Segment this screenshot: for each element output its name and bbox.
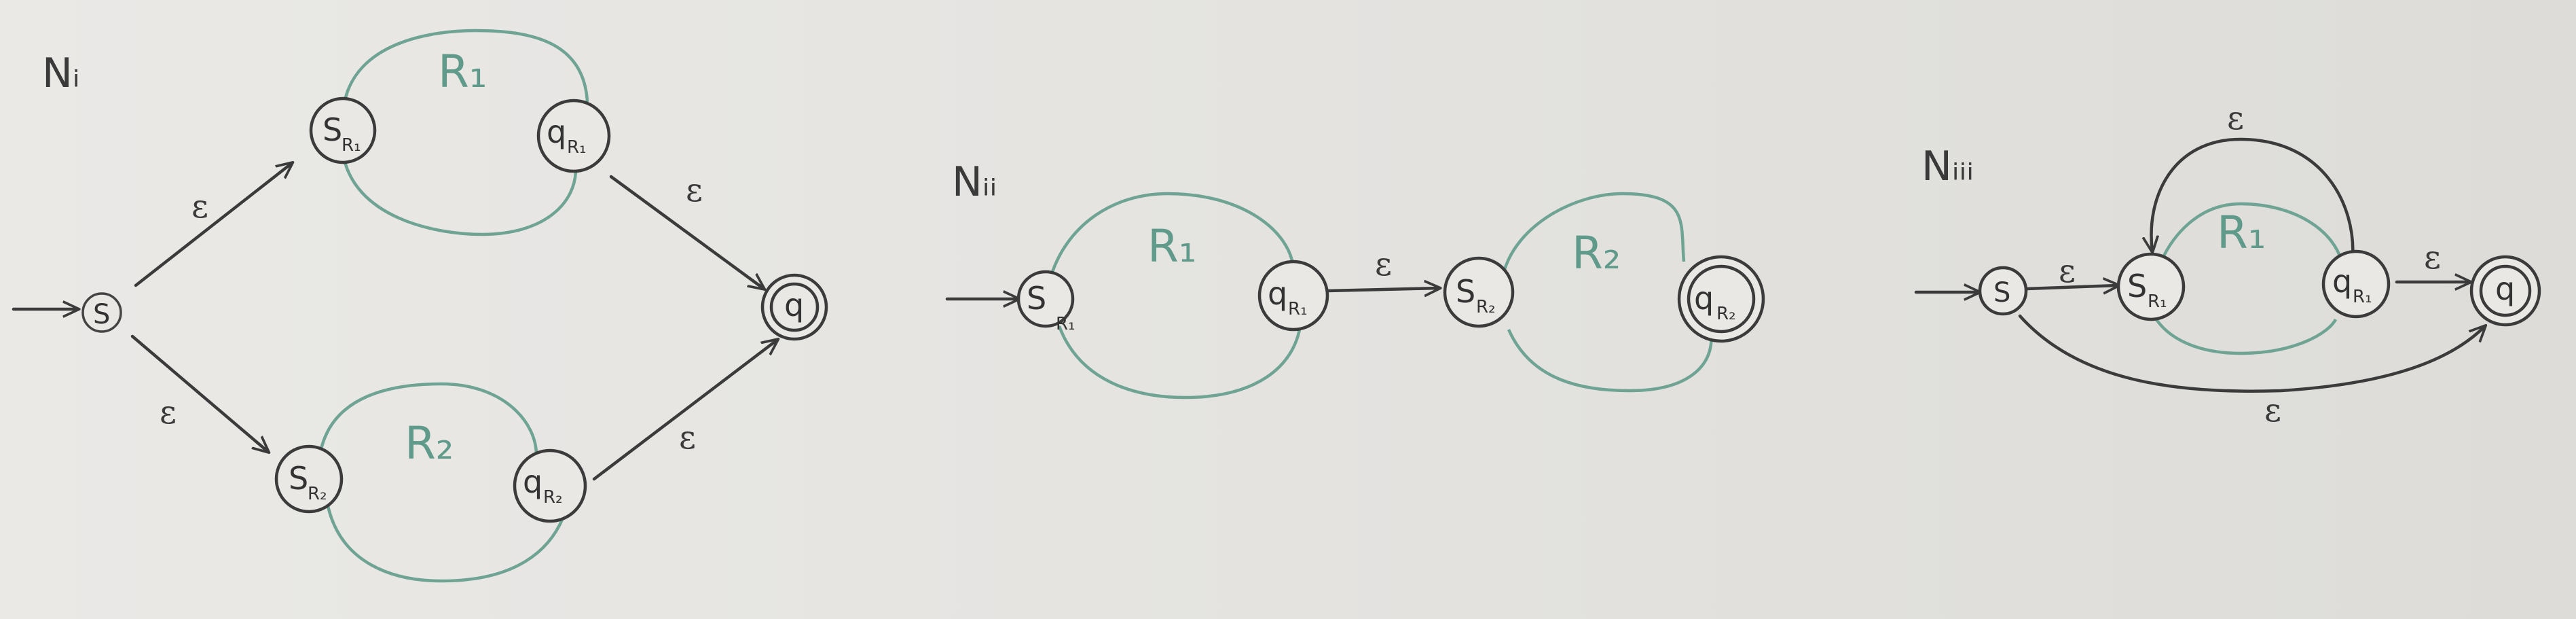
ni-region-r1-label: R₁ — [438, 46, 487, 98]
ni-eps-bottom-left: ε — [160, 393, 177, 431]
svg-text:R₂: R₂ — [1476, 297, 1496, 317]
nfa-star-diagram: Nᵢᵢᵢ R₁ ε ε ε ε S S R₁ q R₁ — [1914, 99, 2541, 429]
ni-state-q-r2: q R₂ — [513, 448, 587, 523]
svg-text:R₂: R₂ — [308, 484, 327, 504]
nfa-union-diagram: Nᵢ R₁ R₂ ε ε ε ε S S R₁ q R₁ — [12, 29, 828, 583]
ni-eps-top-right: ε — [686, 171, 703, 209]
ni-eps-top-left: ε — [191, 188, 208, 226]
ni-accept-state: q — [760, 273, 828, 341]
ni-edge-qr1-to-q — [609, 175, 764, 289]
svg-text:S: S — [1993, 277, 2010, 308]
svg-text:q: q — [2332, 263, 2352, 300]
svg-text:R₁: R₁ — [567, 137, 587, 158]
niii-region-r1-label: R₁ — [2217, 207, 2266, 259]
svg-text:q: q — [1694, 280, 1714, 317]
svg-text:q: q — [2495, 270, 2515, 307]
ni-edge-qr2-to-q — [592, 340, 777, 481]
ni-start-state: S — [81, 292, 122, 333]
svg-text:R₁: R₁ — [1288, 299, 1308, 319]
svg-text:S: S — [323, 111, 342, 148]
svg-text:S: S — [2127, 268, 2147, 304]
niii-state-s-r1: S R₁ — [2116, 252, 2186, 321]
ni-title: Nᵢ — [42, 50, 80, 97]
niii-accept-state: q — [2469, 255, 2541, 327]
nii-state-s-r2: S R₂ — [1443, 256, 1515, 328]
ni-region-r2-label: R₂ — [405, 417, 454, 470]
ni-state-q-r1: q R₁ — [536, 99, 611, 173]
nii-accept-state-q-r2: q R₂ — [1677, 255, 1765, 343]
ni-edge-s-to-sr2 — [130, 334, 268, 452]
svg-text:R₁: R₁ — [2353, 287, 2372, 307]
ni-eps-bottom-right: ε — [679, 419, 696, 457]
niii-title: Nᵢᵢᵢ — [1921, 143, 1974, 190]
svg-text:R₁: R₁ — [2148, 291, 2167, 312]
ni-state-s-r2: S R₂ — [274, 444, 344, 514]
svg-text:R₁: R₁ — [342, 135, 361, 156]
nfa-concatenation-diagram: Nᵢᵢ R₁ R₂ ε S R₁ q R₁ S R₂ q — [945, 158, 1765, 400]
nii-eps-middle: ε — [1375, 245, 1392, 283]
svg-text:R₂: R₂ — [543, 487, 563, 508]
nii-region-r2 — [1502, 192, 1713, 393]
svg-text:S: S — [289, 460, 308, 497]
niii-edge-s-to-sr1 — [2025, 285, 2118, 289]
svg-text:R₂: R₂ — [1716, 304, 1736, 324]
svg-text:S: S — [1456, 273, 1475, 310]
svg-text:R₁: R₁ — [1056, 314, 1075, 334]
niii-region-r1 — [2150, 202, 2344, 355]
ni-state-s-r1: S R₁ — [309, 96, 377, 164]
nii-region-r1-label: R₁ — [1147, 220, 1196, 272]
svg-text:S: S — [93, 299, 110, 330]
nii-edge-qr1-to-sr2 — [1325, 288, 1439, 291]
niii-eps-loop: ε — [2227, 99, 2244, 137]
nii-region-r2-label: R₂ — [1572, 227, 1621, 279]
ni-region-r2 — [318, 382, 566, 583]
svg-text:q: q — [784, 287, 804, 323]
niii-edge-bypass-s-to-accept — [2018, 314, 2485, 393]
svg-text:S: S — [1027, 280, 1046, 317]
nii-region-r1 — [1050, 192, 1302, 400]
niii-eps-to-sr1: ε — [2059, 252, 2076, 290]
niii-state-q-r1: q R₁ — [2321, 249, 2391, 319]
nii-state-q-r1: q R₁ — [1257, 260, 1329, 332]
niii-eps-bypass: ε — [2264, 391, 2281, 429]
niii-eps-to-accept: ε — [2424, 238, 2441, 277]
niii-edge-loop-qr1-to-sr1 — [2152, 137, 2355, 260]
svg-text:q: q — [1268, 275, 1287, 312]
nii-title: Nᵢᵢ — [952, 158, 997, 206]
nii-state-s-r1: S R₁ — [1016, 270, 1075, 334]
ni-region-r1 — [341, 29, 589, 236]
svg-text:q: q — [547, 113, 566, 150]
ni-edge-s-to-sr1 — [134, 163, 292, 287]
svg-text:q: q — [523, 463, 542, 500]
niii-start-state: S — [1978, 266, 2028, 316]
